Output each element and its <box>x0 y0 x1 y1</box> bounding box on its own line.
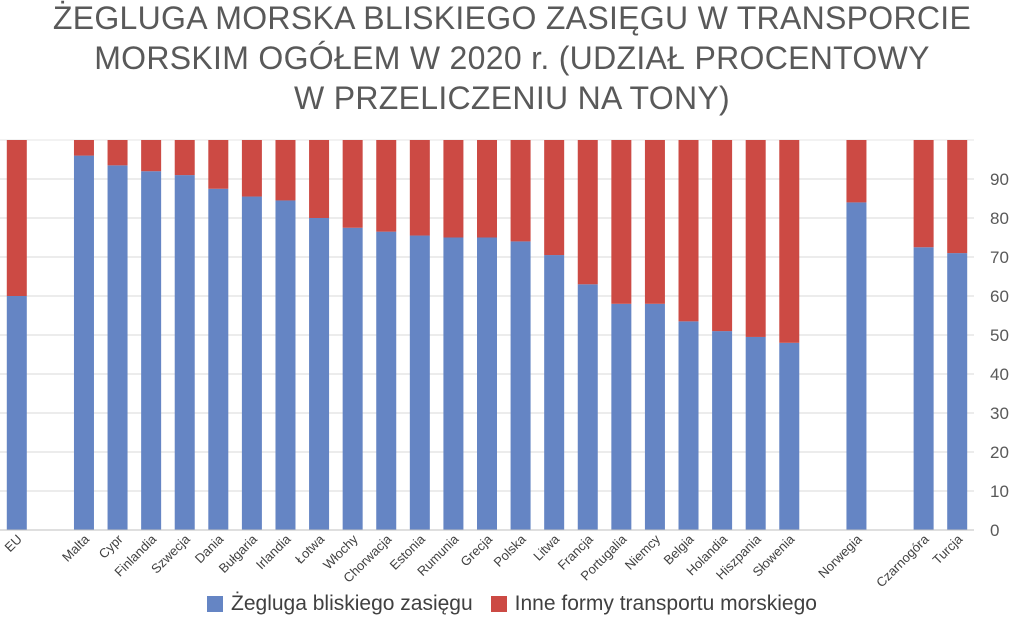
bar-short-sea-Francja <box>577 284 598 530</box>
bar-other-Polska <box>510 140 531 242</box>
legend-swatch-series-1 <box>207 596 224 612</box>
bar-other-Słowenia <box>779 140 800 343</box>
bar-other-Litwa <box>544 140 565 256</box>
y-tick-label: 20 <box>990 443 1009 462</box>
x-tick-label: Bułgaria <box>216 531 261 576</box>
bar-short-sea-Niemcy <box>644 303 665 530</box>
bar-other-Dania <box>208 140 229 189</box>
y-tick-label: 40 <box>990 365 1009 384</box>
bar-short-sea-Polska <box>510 241 531 530</box>
bar-other-Turcja <box>947 140 968 254</box>
y-tick-label: 60 <box>990 287 1009 306</box>
bar-other-Francja <box>577 140 598 285</box>
bar-other-Włochy <box>342 140 363 228</box>
bar-short-sea-Hiszpania <box>745 336 766 530</box>
bar-short-sea-Szwecja <box>174 175 195 530</box>
bar-short-sea-Bułgaria <box>241 196 262 531</box>
bar-short-sea-Grecja <box>477 237 497 530</box>
bar-other-Malta <box>73 140 94 156</box>
x-tick-label: Malta <box>59 531 93 565</box>
legend-label-series-2: Inne formy transportu morskiego <box>514 592 817 615</box>
bar-other-Bułgaria <box>241 140 262 197</box>
x-tick-label: Norwegia <box>815 531 865 581</box>
y-tick-label: 50 <box>990 326 1009 345</box>
y-tick-label: 80 <box>990 209 1009 228</box>
bar-short-sea-Cypr <box>107 165 128 530</box>
bar-short-sea-Słowenia <box>779 342 800 530</box>
bar-other-Portugalia <box>611 140 632 304</box>
y-tick-label: 30 <box>990 404 1009 423</box>
bar-other-Łotwa <box>309 140 330 218</box>
bar-other-Chorwacja <box>376 140 397 232</box>
bar-short-sea-Litwa <box>544 255 565 531</box>
bar-short-sea-Norwegia <box>846 202 867 530</box>
legend-item-series-2: Inne formy transportu morskiego <box>490 592 817 616</box>
x-tick-label: Niemcy <box>622 531 664 573</box>
legend: Żegluga bliskiego zasięgu Inne formy tra… <box>0 592 1024 616</box>
x-tick-label: Polska <box>491 531 530 570</box>
bar-short-sea-Dania <box>208 188 229 530</box>
bar-other-Hiszpania <box>745 140 766 337</box>
bar-short-sea-Turcja <box>947 253 968 530</box>
bar-other-Czarnogóra <box>913 140 934 248</box>
bar-other-Grecja <box>477 140 497 238</box>
y-tick-label: 10 <box>990 482 1009 501</box>
bar-short-sea-Chorwacja <box>376 231 397 530</box>
legend-swatch-series-2 <box>490 596 507 612</box>
chart-title-line-3: W PRZELICZENIU NA TONY) <box>294 80 730 116</box>
x-tick-label: Cypr <box>96 531 126 561</box>
bar-short-sea-Belgia <box>678 321 699 530</box>
x-tick-label: Irlandia <box>253 531 294 572</box>
y-tick-label: 70 <box>990 248 1009 267</box>
y-tick-label: 90 <box>990 170 1009 189</box>
x-tick-label: Grecja <box>457 531 495 569</box>
bar-short-sea-Czarnogóra <box>913 247 934 530</box>
bar-other-Niemcy <box>644 140 665 304</box>
bar-short-sea-EU <box>6 296 27 530</box>
bar-other-Holandia <box>712 140 733 332</box>
bar-other-Belgia <box>678 140 699 322</box>
bar-other-Finlandia <box>141 140 162 172</box>
bar-short-sea-Rumunia <box>443 237 464 530</box>
bar-other-Irlandia <box>275 140 296 201</box>
bar-short-sea-Finlandia <box>141 171 162 530</box>
bar-other-Cypr <box>107 140 128 166</box>
bar-short-sea-Włochy <box>342 227 363 530</box>
bar-short-sea-Portugalia <box>611 303 632 530</box>
bar-other-EU <box>6 140 27 296</box>
bar-short-sea-Estonia <box>409 235 430 531</box>
y-tick-label: 0 <box>990 521 999 540</box>
legend-item-series-1: Żegluga bliskiego zasięgu <box>207 592 473 616</box>
x-tick-label: EU <box>2 532 25 555</box>
bar-short-sea-Malta <box>73 155 94 530</box>
bar-short-sea-Irlandia <box>275 200 296 530</box>
bar-short-sea-Łotwa <box>309 218 330 530</box>
bar-other-Szwecja <box>174 140 195 176</box>
bar-other-Norwegia <box>846 140 867 203</box>
chart-title-line-2: MORSKIM OGÓŁEM W 2020 r. (UDZIAŁ PROCENT… <box>94 40 930 76</box>
x-tick-label: Czarnogóra <box>873 531 932 590</box>
bar-other-Estonia <box>409 140 430 236</box>
legend-label-series-1: Żegluga bliskiego zasięgu <box>231 592 473 615</box>
x-tick-label: Turcja <box>930 531 966 567</box>
bar-short-sea-Holandia <box>712 331 733 530</box>
chart-title-line-1: ŻEGLUGA MORSKA BLISKIEGO ZASIĘGU W TRANS… <box>52 0 972 36</box>
bar-other-Rumunia <box>443 140 464 238</box>
